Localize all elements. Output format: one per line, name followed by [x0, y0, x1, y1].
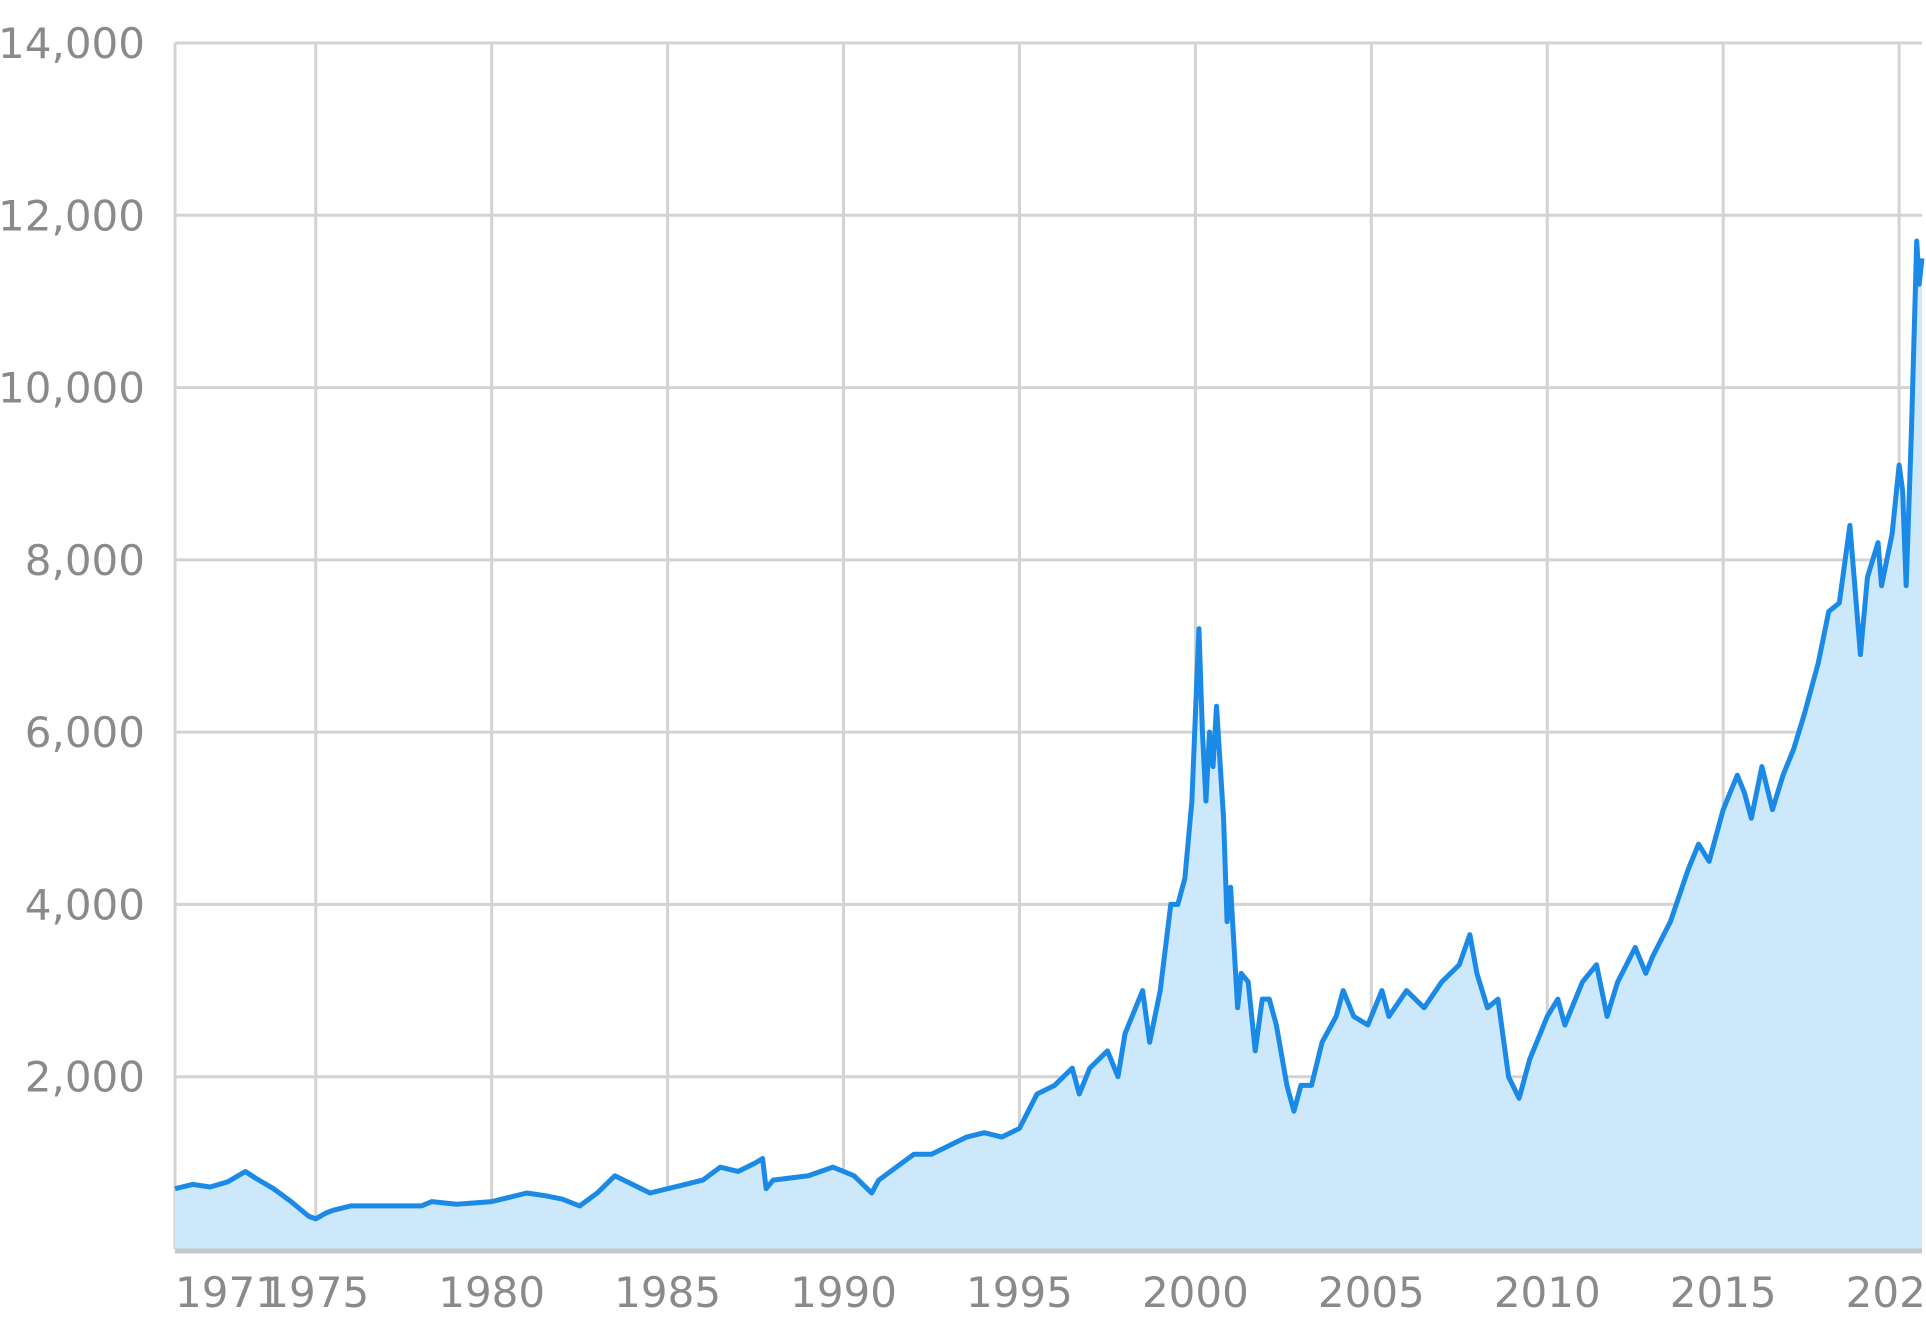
x-tick-label: 2005 — [1318, 1268, 1425, 1317]
y-tick-label: 12,000 — [0, 191, 145, 240]
x-tick-label: 1975 — [262, 1268, 369, 1317]
area — [175, 241, 1922, 1250]
y-tick-label: 14,000 — [0, 19, 145, 68]
y-tick-label: 6,000 — [25, 708, 145, 757]
y-tick-label: 10,000 — [0, 364, 145, 413]
y-tick-label: 8,000 — [25, 536, 145, 585]
line — [174, 238, 1925, 1222]
x-tick-label: 1971 — [175, 1268, 282, 1317]
x-tick-label: 2020 — [1846, 1268, 1926, 1317]
x-tick-label: 2010 — [1494, 1268, 1601, 1317]
x-tick-label: 1990 — [790, 1268, 897, 1317]
x-tick-label: 1995 — [966, 1268, 1073, 1317]
x-tick-label: 1985 — [614, 1268, 721, 1317]
x-tick-label: 1980 — [438, 1268, 545, 1317]
y-tick-label: 4,000 — [25, 880, 145, 929]
y-tick-label: 2,000 — [25, 1053, 145, 1102]
x-tick-label: 2015 — [1670, 1268, 1777, 1317]
x-tick-label: 2000 — [1142, 1268, 1249, 1317]
